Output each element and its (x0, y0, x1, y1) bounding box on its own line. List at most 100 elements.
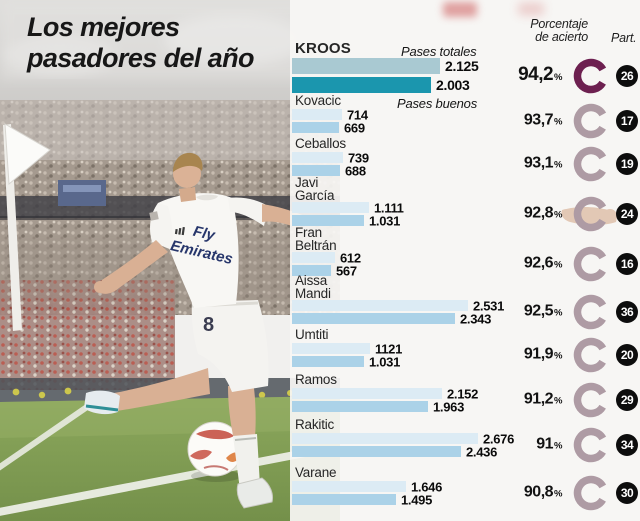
good-passes-bar (292, 446, 461, 457)
percent-sign: % (554, 71, 562, 83)
title-line2: pasadores del año (27, 43, 254, 73)
total-passes-value: 1.646 (411, 479, 443, 494)
good-passes-bar (292, 265, 331, 276)
accuracy-percentage: 94,2% (518, 64, 562, 86)
good-passes-bar (292, 356, 364, 367)
player-row: Umtiti 1121 1.031 91,9% 20 (290, 328, 640, 376)
total-passes-label: Pases totales (401, 44, 477, 59)
chart-panel: Porcentaje de acierto Part. Pases totale… (290, 0, 640, 521)
accuracy-donut-icon (573, 294, 609, 330)
total-passes-bar (292, 152, 343, 163)
accuracy-percentage: 91,2% (524, 390, 563, 408)
player-row: KROOS 2.125 2.003 94,2% 26 (290, 40, 640, 93)
player-row: Ramos 2.152 1.963 91,2% 29 (290, 373, 640, 421)
total-passes-value: 739 (348, 150, 369, 165)
player-name: KROOS (295, 40, 352, 57)
accuracy-donut-icon (573, 103, 609, 139)
corner-flag (3, 123, 51, 331)
total-passes-value: 1121 (375, 341, 403, 356)
player-row: Kovacic 714 669 93,7% 17 (290, 94, 640, 142)
good-passes-value: 1.963 (433, 399, 465, 414)
player-row: Aissa Mandi 2.531 2.343 92,5% 36 (290, 273, 640, 330)
player-name: Ceballos (295, 136, 346, 151)
good-passes-bar (292, 313, 455, 324)
accuracy-percentage: 93,7% (523, 111, 563, 129)
accuracy-number: 93,1 (523, 154, 554, 172)
scoreboard (58, 180, 106, 206)
total-passes-value: 2.676 (483, 431, 515, 446)
good-passes-value: 1.495 (401, 492, 433, 507)
accuracy-donut-icon (573, 246, 609, 282)
accuracy-number: 91 (536, 435, 554, 453)
accuracy-header-line2: de acierto (535, 30, 588, 44)
accuracy-number: 94,2 (518, 63, 554, 85)
title-line1: Los mejores (27, 12, 180, 42)
player-name: Rakitic (295, 417, 335, 432)
accuracy-donut-icon (573, 427, 609, 463)
accuracy-donut-icon (573, 382, 609, 418)
percent-sign: % (554, 116, 562, 128)
accuracy-number: 92,6 (523, 254, 554, 272)
total-passes-bar (292, 109, 342, 120)
percent-sign: % (554, 159, 562, 171)
accuracy-percentage: 92,5% (523, 302, 563, 320)
good-passes-value: 567 (336, 263, 357, 278)
good-passes-value: 669 (344, 120, 365, 135)
participation-badge: 19 (616, 153, 638, 175)
total-passes-value: 2.125 (445, 58, 479, 74)
player-row: Fran Beltrán 612 567 92,6% 16 (290, 225, 640, 282)
player-row: Rakitic 2.676 2.436 91% 34 (290, 418, 640, 466)
player-name: Kovacic (295, 93, 341, 108)
percent-sign: % (554, 440, 562, 452)
player-row: Varane 1.646 1.495 90,8% 30 (290, 466, 640, 514)
good-passes-label: Pases buenos (397, 96, 477, 111)
soccer-ball (187, 421, 243, 482)
good-passes-bar (292, 215, 364, 226)
participation-badge: 34 (616, 434, 638, 456)
good-passes-bar (292, 401, 428, 412)
sleeve-patch (149, 211, 159, 221)
striking-boot (236, 477, 273, 509)
good-passes-value: 688 (345, 163, 366, 178)
good-passes-value: 2.343 (460, 311, 492, 326)
accuracy-number: 93,7 (523, 111, 554, 129)
good-passes-value: 2.436 (466, 444, 498, 459)
total-passes-bar (292, 202, 369, 213)
player-name: Aissa Mandi (295, 273, 331, 301)
good-passes-value: 1.031 (369, 213, 401, 228)
participation-column-header: Part. (611, 31, 637, 45)
accuracy-percentage: 93,1% (523, 154, 563, 172)
total-passes-value: 2.531 (473, 298, 505, 313)
accuracy-number: 92,8 (523, 204, 554, 222)
good-passes-bar (292, 165, 340, 176)
total-passes-value: 714 (347, 107, 368, 122)
accuracy-number: 91,9 (523, 345, 554, 363)
percent-sign: % (554, 488, 562, 500)
good-passes-bar (292, 122, 339, 133)
good-passes-bar (292, 494, 396, 505)
hair (173, 152, 203, 172)
good-passes-value: 1.031 (369, 354, 401, 369)
accuracy-donut-icon (573, 337, 609, 373)
total-passes-bar (292, 481, 406, 492)
total-passes-value: 2.152 (447, 386, 479, 401)
participation-badge: 17 (616, 110, 638, 132)
total-passes-value: 612 (340, 250, 361, 265)
good-passes-bar (292, 77, 431, 93)
accuracy-percentage: 92,8% (523, 204, 563, 222)
adidas-logo (174, 226, 185, 236)
player-name: Fran Beltrán (295, 225, 337, 253)
total-passes-bar (292, 433, 478, 444)
percent-sign: % (554, 395, 562, 407)
accuracy-number: 92,5 (523, 302, 554, 320)
total-passes-bar (292, 58, 440, 74)
percent-sign: % (554, 259, 562, 271)
shorts-number: 8 (203, 314, 214, 336)
participation-badge: 26 (616, 64, 638, 87)
accuracy-percentage: 92,6% (523, 254, 563, 272)
total-passes-bar (292, 300, 468, 311)
participation-badge: 16 (616, 253, 638, 275)
player-name: Varane (295, 465, 337, 480)
accuracy-donut-icon (573, 146, 609, 182)
